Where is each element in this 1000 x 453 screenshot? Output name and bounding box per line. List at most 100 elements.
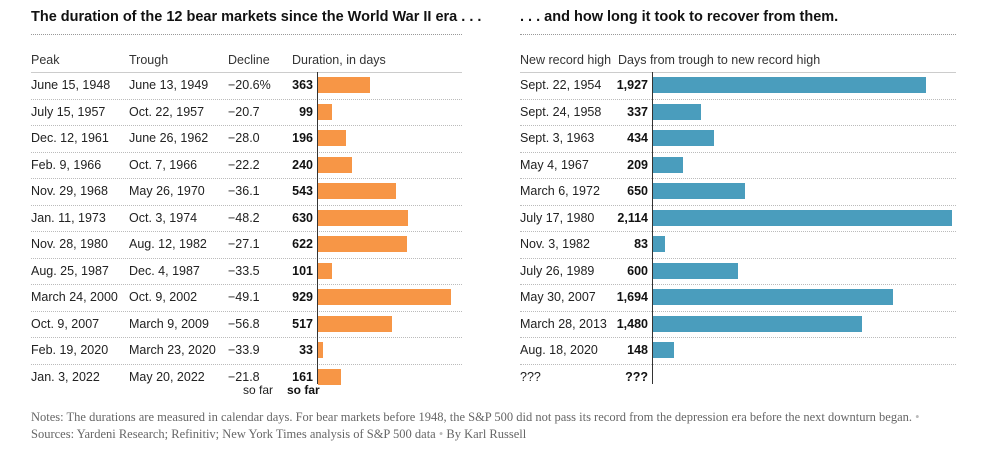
- recovery-label: 148: [627, 343, 648, 357]
- decline-value: −28.0: [228, 131, 260, 145]
- record-high-date: July 26, 1989: [520, 263, 595, 278]
- record-high-date: July 17, 1980: [520, 210, 595, 225]
- duration-label: 161: [292, 369, 313, 384]
- trough-date: Dec. 4, 1987: [129, 263, 200, 278]
- notes-separator-1: •: [915, 410, 920, 424]
- recovery-label: 1,694: [616, 290, 648, 304]
- header-decline: Decline: [228, 53, 270, 67]
- right-row-divider: [520, 151, 956, 153]
- decline-value: −33.5: [228, 263, 260, 278]
- duration-bar: [318, 368, 341, 385]
- record-high-date: ???: [520, 369, 541, 384]
- record-high-date: May 4, 1967: [520, 157, 589, 172]
- right-row-divider: [520, 284, 956, 285]
- recovery-bar: [653, 156, 683, 173]
- trough-date: Oct. 22, 1957: [129, 104, 205, 119]
- decline-value: −56.8: [228, 316, 260, 331]
- recovery-bar: [653, 289, 893, 305]
- left-row-divider: [31, 257, 462, 259]
- recovery-bar: [653, 130, 714, 146]
- decline-value: −27.1: [228, 237, 260, 251]
- left-header-rule: [31, 72, 462, 73]
- decline-value: −49.1: [228, 290, 260, 304]
- left-row-divider: [31, 178, 462, 179]
- recovery-bar: [653, 236, 665, 252]
- duration-bar: [318, 289, 451, 305]
- recovery-bar: [653, 342, 674, 358]
- duration-bar: [318, 236, 407, 252]
- duration-label: 99: [299, 104, 313, 119]
- duration-bar: [318, 130, 346, 146]
- record-high-date: Aug. 18, 2020: [520, 343, 598, 357]
- recovery-bar: [653, 262, 738, 279]
- header-record-high: New record high: [520, 53, 612, 67]
- peak-date: Oct. 9, 2007: [31, 316, 100, 331]
- duration-note: so far: [287, 382, 320, 397]
- peak-date: Aug. 25, 1987: [31, 263, 109, 278]
- notes-text: Notes: The durations are measured in cal…: [31, 410, 912, 424]
- duration-label: 363: [292, 78, 313, 92]
- left-row-divider: [31, 151, 462, 153]
- decline-value: −22.2: [228, 157, 260, 172]
- notes: Notes: The durations are measured in cal…: [31, 409, 961, 443]
- peak-date: Dec. 12, 1961: [31, 131, 109, 145]
- duration-label: 101: [292, 263, 313, 278]
- left-row-divider: [31, 98, 462, 100]
- duration-label: 240: [292, 157, 313, 172]
- trough-date: Oct. 9, 2002: [129, 290, 198, 304]
- left-row-divider: [31, 310, 462, 312]
- peak-date: Jan. 3, 2022: [31, 369, 100, 384]
- right-row-divider: [520, 204, 956, 206]
- recovery-bar: [653, 77, 926, 93]
- peak-date: March 24, 2000: [31, 290, 118, 304]
- right-row-divider: [520, 310, 956, 312]
- recovery-label: ???: [625, 369, 648, 384]
- decline-value: −20.6%: [228, 78, 271, 92]
- trough-date: March 9, 2009: [129, 316, 209, 331]
- duration-label: 929: [292, 290, 313, 304]
- trough-date: Oct. 3, 1974: [129, 210, 198, 225]
- trough-date: Oct. 7, 1966: [129, 157, 198, 172]
- left-row-divider: [31, 284, 462, 285]
- right-row-divider: [520, 125, 956, 126]
- peak-date: July 15, 1957: [31, 104, 106, 119]
- right-row-divider: [520, 257, 956, 259]
- right-row-divider: [520, 337, 956, 338]
- trough-date: June 26, 1962: [129, 131, 209, 145]
- decline-note: so far: [243, 382, 274, 397]
- recovery-label: 434: [627, 131, 648, 145]
- duration-label: 622: [292, 237, 313, 251]
- peak-date: June 15, 1948: [31, 78, 111, 92]
- trough-date: May 26, 1970: [129, 184, 205, 198]
- right-row-divider: [520, 98, 956, 100]
- recovery-label: 209: [627, 157, 648, 172]
- duration-bar: [318, 262, 332, 279]
- right-header-rule: [520, 72, 956, 73]
- header-trough: Trough: [129, 53, 169, 67]
- right-row-divider: [520, 363, 956, 365]
- duration-bar: [318, 209, 408, 226]
- left-row-divider: [31, 337, 462, 338]
- recovery-label: 83: [634, 237, 648, 251]
- duration-label: 517: [292, 316, 313, 331]
- recovery-label: 2,114: [617, 210, 648, 225]
- left-row-divider: [31, 363, 462, 365]
- decline-value: −48.2: [228, 210, 260, 225]
- recovery-label: 1,927: [616, 78, 648, 92]
- decline-value: −20.7: [228, 104, 260, 119]
- trough-date: May 20, 2022: [129, 369, 205, 384]
- duration-label: 630: [292, 210, 313, 225]
- peak-date: Nov. 29, 1968: [31, 184, 108, 198]
- recovery-bar: [653, 209, 952, 226]
- duration-bar: [318, 183, 396, 199]
- left-chart-title: The duration of the 12 bear markets sinc…: [31, 9, 482, 25]
- peak-date: Feb. 9, 1966: [31, 157, 102, 172]
- record-high-date: Sept. 22, 1954: [520, 78, 602, 92]
- recovery-label: 600: [627, 263, 648, 278]
- recovery-label: 337: [627, 104, 648, 119]
- duration-label: 196: [292, 131, 313, 145]
- duration-bar: [318, 315, 392, 332]
- duration-axis: [317, 72, 318, 384]
- duration-bar: [318, 77, 370, 93]
- header-duration: Duration, in days: [292, 53, 386, 67]
